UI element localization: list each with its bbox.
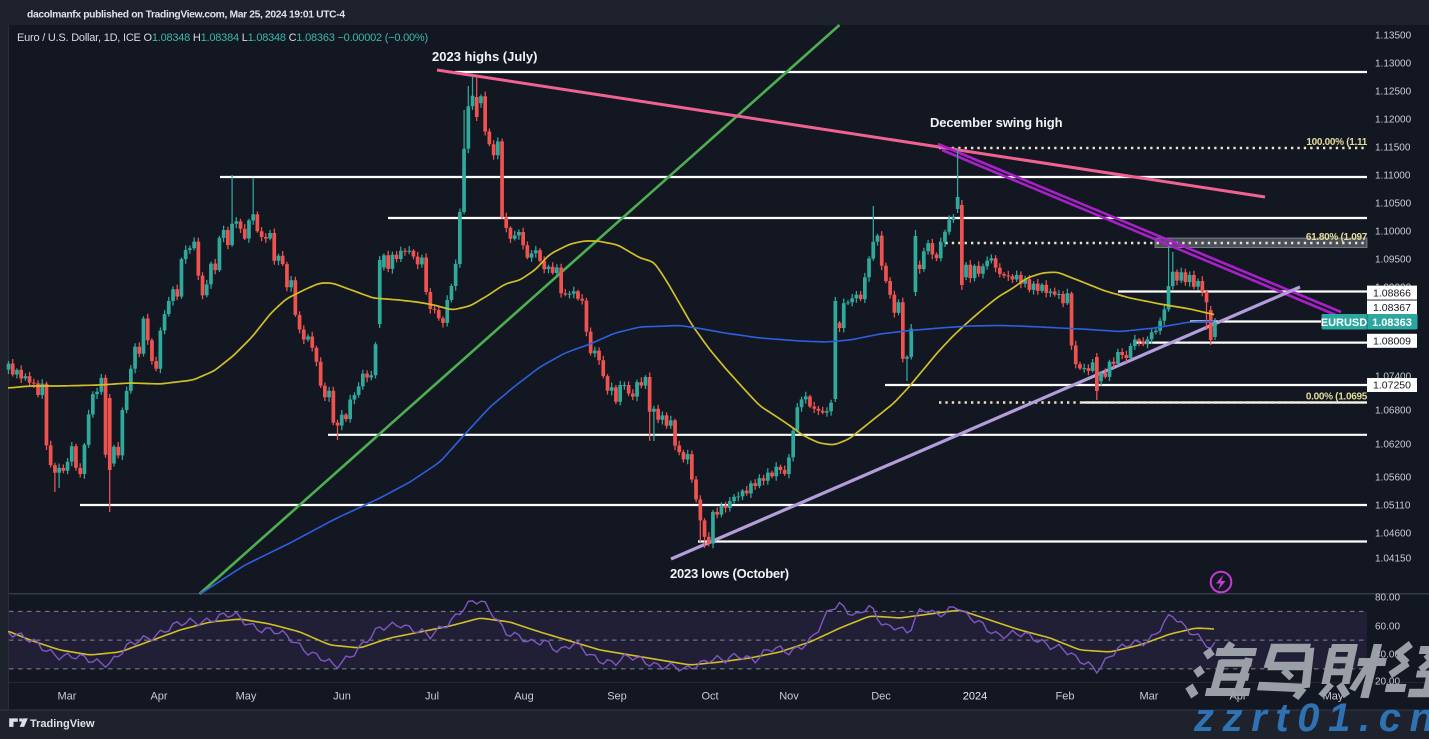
svg-text:1.08363: 1.08363 <box>1372 317 1412 329</box>
svg-text:40.00: 40.00 <box>1375 650 1400 661</box>
svg-text:1.12000: 1.12000 <box>1375 115 1412 126</box>
svg-text:80.00: 80.00 <box>1375 593 1400 604</box>
svg-text:Oct: Oct <box>701 691 718 703</box>
svg-text:1.08367: 1.08367 <box>1373 302 1411 314</box>
svg-text:Dec: Dec <box>871 691 891 703</box>
svg-text:1.12500: 1.12500 <box>1375 87 1412 98</box>
svg-text:1.13500: 1.13500 <box>1375 31 1412 42</box>
svg-text:20.00: 20.00 <box>1375 677 1400 688</box>
svg-text:Apr: Apr <box>150 691 167 703</box>
svg-text:2023 highs (July): 2023 highs (July) <box>432 49 537 64</box>
svg-text:61.80% (1.097: 61.80% (1.097 <box>1306 232 1368 243</box>
svg-text:1.06800: 1.06800 <box>1375 406 1412 417</box>
svg-text:EURUSD: EURUSD <box>1321 317 1368 329</box>
svg-text:1.05110: 1.05110 <box>1375 501 1411 512</box>
svg-text:1.06200: 1.06200 <box>1375 440 1412 451</box>
svg-text:100.00% (1.11: 100.00% (1.11 <box>1306 137 1367 148</box>
svg-text:1.11000: 1.11000 <box>1375 171 1411 182</box>
svg-text:Aug: Aug <box>514 691 534 703</box>
svg-text:1.13000: 1.13000 <box>1375 59 1412 70</box>
svg-text:2023 lows (October): 2023 lows (October) <box>670 566 789 581</box>
svg-text:Jul: Jul <box>425 691 439 703</box>
svg-text:1.09500: 1.09500 <box>1375 255 1412 266</box>
svg-text:1.10000: 1.10000 <box>1375 227 1412 238</box>
svg-text:1.07250: 1.07250 <box>1373 380 1411 392</box>
svg-text:Mar: Mar <box>1140 691 1159 703</box>
svg-text:zzrt01.cn: zzrt01.cn <box>1193 696 1429 739</box>
svg-text:1.07400: 1.07400 <box>1375 372 1412 383</box>
svg-text:1.08866: 1.08866 <box>1373 287 1411 299</box>
svg-text:60.00: 60.00 <box>1375 622 1400 633</box>
svg-text:1.11500: 1.11500 <box>1375 143 1411 154</box>
svg-text:0.00% (1.0695: 0.00% (1.0695 <box>1306 392 1368 403</box>
svg-text:Nov: Nov <box>779 691 799 703</box>
svg-text:1.04600: 1.04600 <box>1375 529 1412 540</box>
svg-text:1.10500: 1.10500 <box>1375 199 1412 210</box>
svg-text:Feb: Feb <box>1056 691 1075 703</box>
svg-text:Euro / U.S. Dollar, 1D, ICE O: Euro / U.S. Dollar, 1D, ICE O1.08348 H1.… <box>17 32 428 44</box>
svg-text:1.05600: 1.05600 <box>1375 473 1412 484</box>
svg-text:Jun: Jun <box>333 691 351 703</box>
svg-text:Sep: Sep <box>607 691 627 703</box>
svg-text:TradingView: TradingView <box>30 718 95 730</box>
svg-text:Mar: Mar <box>58 691 77 703</box>
svg-text:2024: 2024 <box>963 691 987 703</box>
svg-text:1.08009: 1.08009 <box>1373 336 1411 348</box>
svg-text:December swing high: December swing high <box>930 115 1063 130</box>
svg-text:May: May <box>1323 691 1344 703</box>
svg-text:May: May <box>236 691 257 703</box>
svg-text:dacolmanfx published on Tradin: dacolmanfx published on TradingView.com,… <box>27 10 345 21</box>
svg-text:1.04150: 1.04150 <box>1375 554 1412 565</box>
